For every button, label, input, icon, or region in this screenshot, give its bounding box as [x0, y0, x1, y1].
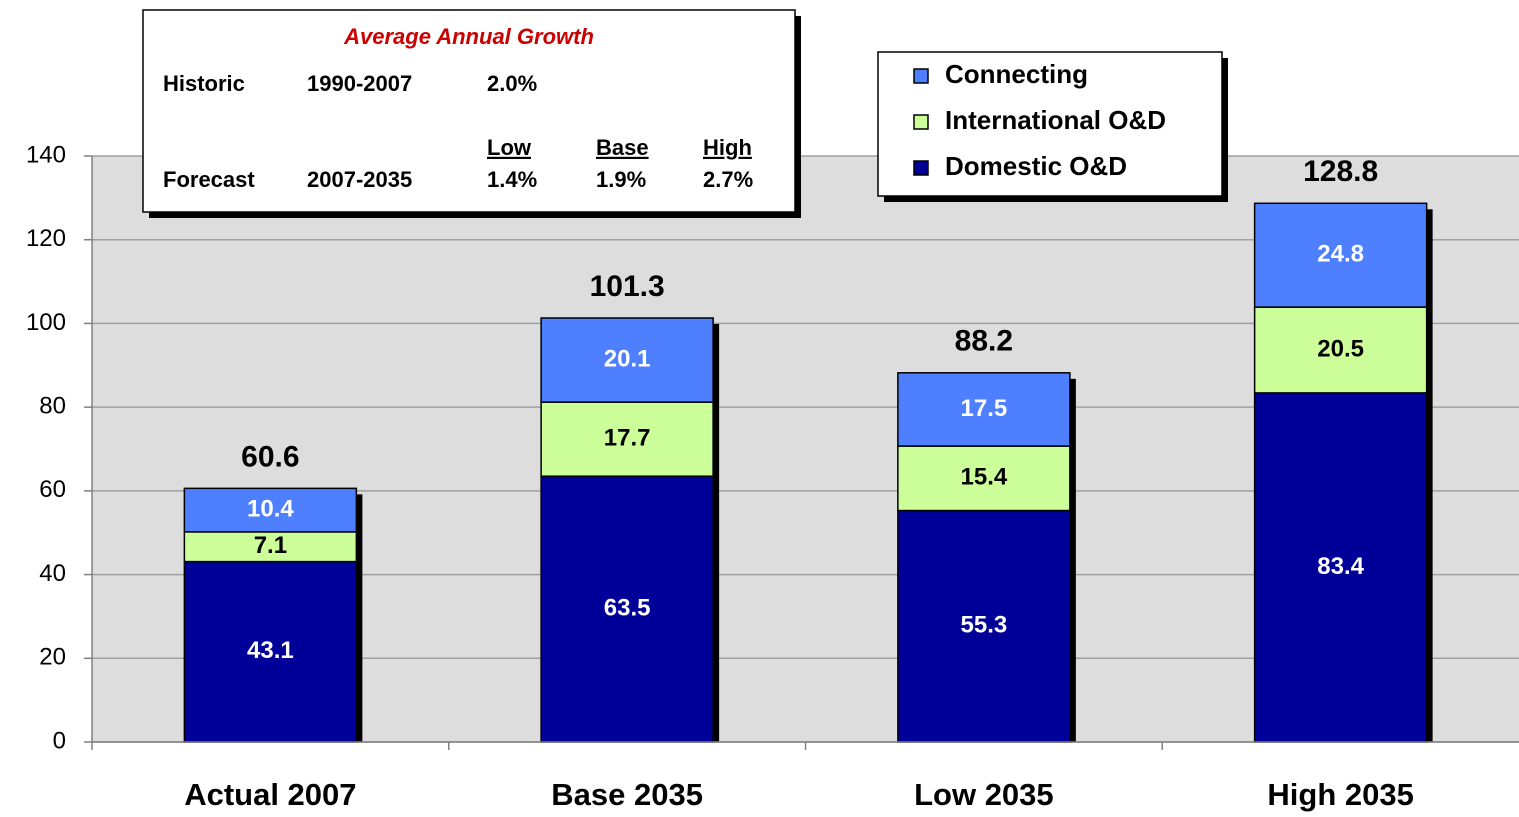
data-label: 43.1 [247, 637, 294, 664]
x-tick-label: Low 2035 [914, 777, 1054, 812]
data-label: 7.1 [254, 532, 287, 559]
period: 2007-2035 [307, 167, 412, 192]
y-tick-label: 100 [26, 309, 66, 336]
y-tick-label: 40 [39, 560, 66, 587]
bar-segment [897, 372, 1071, 447]
bar-segment [183, 531, 358, 563]
bar-segment [183, 560, 358, 743]
data-label: 17.7 [604, 425, 651, 452]
y-tick-label: 20 [39, 644, 66, 671]
total-label: 88.2 [955, 325, 1013, 358]
period: 1990-2007 [307, 71, 412, 96]
data-label: 20.5 [1317, 335, 1364, 362]
data-label: 17.5 [961, 395, 1008, 422]
bar-segment [897, 445, 1071, 512]
x-tick-label: Base 2035 [551, 777, 703, 812]
growth-title: Average Annual Growth [343, 24, 594, 49]
y-tick-label: 80 [39, 392, 66, 419]
bar-segment [183, 487, 358, 533]
growth-box [142, 9, 796, 213]
legend-entries: Domestic O&D International O&D Connecting [913, 59, 1166, 181]
rate: 1.4% [487, 167, 537, 192]
header: High [703, 135, 752, 160]
legend-swatch [913, 160, 929, 176]
x-tick-label: Actual 2007 [184, 777, 356, 812]
x-tick-label: High 2035 [1267, 777, 1413, 812]
data-label: 55.3 [961, 612, 1008, 639]
rate: 1.9% [596, 167, 646, 192]
legend-label: Domestic O&D [945, 151, 1127, 181]
bars: 43.1 7.1 10.4 60.6 63.5 17.7 20.1 101.3 55.3 15.4… [183, 155, 1433, 743]
header: Low [487, 135, 532, 160]
rate: 2.7% [703, 167, 753, 192]
rate: 2.0% [487, 71, 537, 96]
y-tick-label: 60 [39, 476, 66, 503]
legend-swatch [913, 114, 929, 130]
growth-table: Average Annual Growth Historic 1990-2007… [163, 24, 753, 192]
legend-swatch [913, 68, 929, 84]
row-label: Forecast [163, 167, 255, 192]
total-label: 60.6 [241, 440, 299, 473]
data-label: 15.4 [961, 464, 1008, 491]
bar-segment [1253, 306, 1428, 394]
bar-segment [1253, 202, 1428, 308]
bar-segment [540, 317, 714, 403]
total-label: 128.8 [1303, 155, 1378, 188]
data-label: 24.8 [1317, 241, 1364, 268]
legend [877, 51, 1223, 197]
legend-label: International O&D [945, 105, 1166, 135]
header: Base [596, 135, 649, 160]
y-tick-label: 120 [26, 225, 66, 252]
bar-segment [897, 509, 1071, 743]
axes: 0 20 40 60 80 100 120 140 Actual 2007 Base 2035 Lo… [26, 141, 1519, 812]
legend-label: Connecting [945, 59, 1088, 89]
data-label: 63.5 [604, 594, 651, 621]
bar-segment [540, 475, 714, 743]
y-tick-label: 140 [26, 141, 66, 168]
bar-segment [540, 401, 714, 477]
data-label: 83.4 [1317, 553, 1364, 580]
data-label: 20.1 [604, 345, 651, 372]
row-label: Historic [163, 71, 245, 96]
y-tick-label: 0 [53, 727, 66, 754]
total-label: 101.3 [590, 270, 665, 303]
data-label: 10.4 [247, 495, 294, 522]
bar-segment [1253, 392, 1428, 743]
